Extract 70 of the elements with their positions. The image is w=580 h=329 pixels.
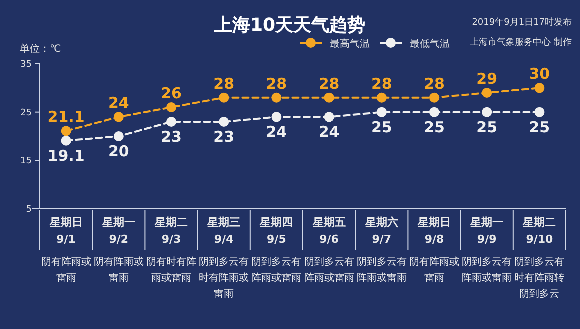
chart-title: 上海10天天气趋势 <box>213 15 366 36</box>
data-label: 26 <box>161 84 182 102</box>
point <box>166 117 176 127</box>
text: 阴有阵雨或雷雨 <box>41 256 92 284</box>
text: 阴到多云有阵雨或雷雨 <box>462 256 512 284</box>
point <box>272 92 282 103</box>
x-tick-label: 星期五 9/6 <box>312 216 346 246</box>
text: 阴到多云有阵雨或雷雨 <box>356 256 407 284</box>
text: 上海市气象服务中心 制作 <box>470 37 572 48</box>
y-axis-title: 单位：℃ <box>20 43 62 55</box>
data-label: 25 <box>529 118 550 136</box>
data-label: 28 <box>371 74 392 93</box>
point <box>219 117 230 127</box>
data-label: 19.1 <box>48 146 85 165</box>
x-tick-label: 星期日 9/8 <box>417 216 451 246</box>
y-tick-label: 35 <box>20 60 32 70</box>
data-label: 20 <box>108 142 130 160</box>
point <box>114 132 124 142</box>
point <box>324 112 334 122</box>
point <box>482 88 492 98</box>
x-tick-label: 星期四 9/5 <box>259 216 294 246</box>
point <box>324 92 334 103</box>
chart-subtitle: 2019年9月1日17时发布 <box>472 17 572 28</box>
data-label: 24 <box>318 123 340 142</box>
x-tick-label: 星期二 9/10 <box>522 216 556 246</box>
x-tick-label: 星期三 9/4 <box>206 216 241 246</box>
data-label: 28 <box>318 74 340 93</box>
data-label: 23 <box>161 128 182 146</box>
point <box>272 112 282 122</box>
data-label: 25 <box>476 118 498 136</box>
data-label: 23 <box>214 128 235 146</box>
point <box>166 102 176 112</box>
data-label: 28 <box>424 74 445 93</box>
point <box>534 83 545 94</box>
y-tick-label: 15 <box>20 156 32 167</box>
text: 阴到多云有阵雨或雷雨 <box>304 256 354 284</box>
text: 阴到多云有阵雨或雷雨 <box>252 256 302 284</box>
text: 阴到多云有时有阵雨或雷雨 <box>199 256 250 300</box>
text: 阴到多云有时有阵雨转阴到多云 <box>514 256 565 300</box>
point <box>430 107 440 118</box>
point <box>61 126 72 136</box>
x-tick-label: 星期一 9/9 <box>470 216 504 246</box>
data-label: 25 <box>424 118 445 136</box>
x-tick-label: 星期六 9/7 <box>364 216 398 246</box>
data-label: 29 <box>476 70 498 88</box>
data-label: 21.1 <box>48 108 85 126</box>
point <box>219 92 230 103</box>
text: 阴有时有阵雨或雷雨 <box>146 256 196 284</box>
x-tick-label: 星期二 9/3 <box>154 216 188 246</box>
point <box>430 92 440 103</box>
data-label: 24 <box>266 123 288 142</box>
x-tick-label: 星期日 9/1 <box>48 216 83 246</box>
point <box>114 112 124 122</box>
point <box>376 107 387 118</box>
y-tick-label: 25 <box>20 108 32 118</box>
data-label: 30 <box>529 65 550 84</box>
legend-label: 最高气温 <box>330 38 370 50</box>
y-tick-label: 5 <box>26 205 32 215</box>
text: 阴有阵雨或雷雨 <box>410 256 460 284</box>
point <box>61 136 72 146</box>
text: 阴有阵雨或雷雨 <box>94 256 144 284</box>
point <box>376 92 387 103</box>
x-tick-label: 星期一 9/2 <box>101 216 136 246</box>
point <box>482 107 492 118</box>
legend-label: 最低气温 <box>410 38 450 50</box>
data-label: 25 <box>371 118 392 136</box>
data-label: 28 <box>266 74 288 93</box>
data-label: 24 <box>108 94 130 112</box>
point <box>534 107 545 118</box>
data-label: 28 <box>214 74 235 93</box>
